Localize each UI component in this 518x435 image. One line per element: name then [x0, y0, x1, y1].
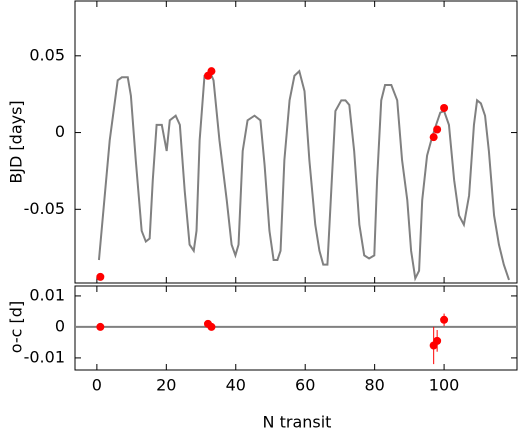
y-axis-label: o-c [d]	[7, 301, 26, 353]
plot-frame	[74, 0, 518, 284]
y-axis-label: BJD [days]	[7, 100, 26, 183]
y-tick-label: 0.01	[29, 285, 65, 304]
x-tick-label: 20	[156, 376, 176, 395]
y-tick-label: 0	[55, 122, 65, 141]
model-line	[97, 69, 510, 282]
transit-point	[429, 133, 438, 142]
transit-point	[207, 67, 216, 76]
x-tick-label: 80	[364, 376, 384, 395]
transit-point	[96, 272, 105, 281]
transit-point	[440, 103, 449, 112]
y-tick-label: -0.01	[24, 347, 65, 366]
transit-point	[433, 125, 442, 134]
plot-frame	[74, 285, 518, 371]
x-tick-label: 60	[295, 376, 315, 395]
x-tick-label: 40	[226, 376, 246, 395]
y-tick-label: -0.05	[24, 199, 65, 218]
residual-point	[96, 322, 105, 331]
x-axis-label: N transit	[263, 413, 332, 432]
y-tick-label: 0.05	[29, 45, 65, 64]
y-tick-label: 0	[55, 316, 65, 335]
residual-point	[440, 315, 449, 324]
x-tick-label: 0	[92, 376, 102, 395]
residual-point	[433, 336, 442, 345]
x-tick-label: 100	[429, 376, 460, 395]
residual-point	[207, 322, 216, 331]
